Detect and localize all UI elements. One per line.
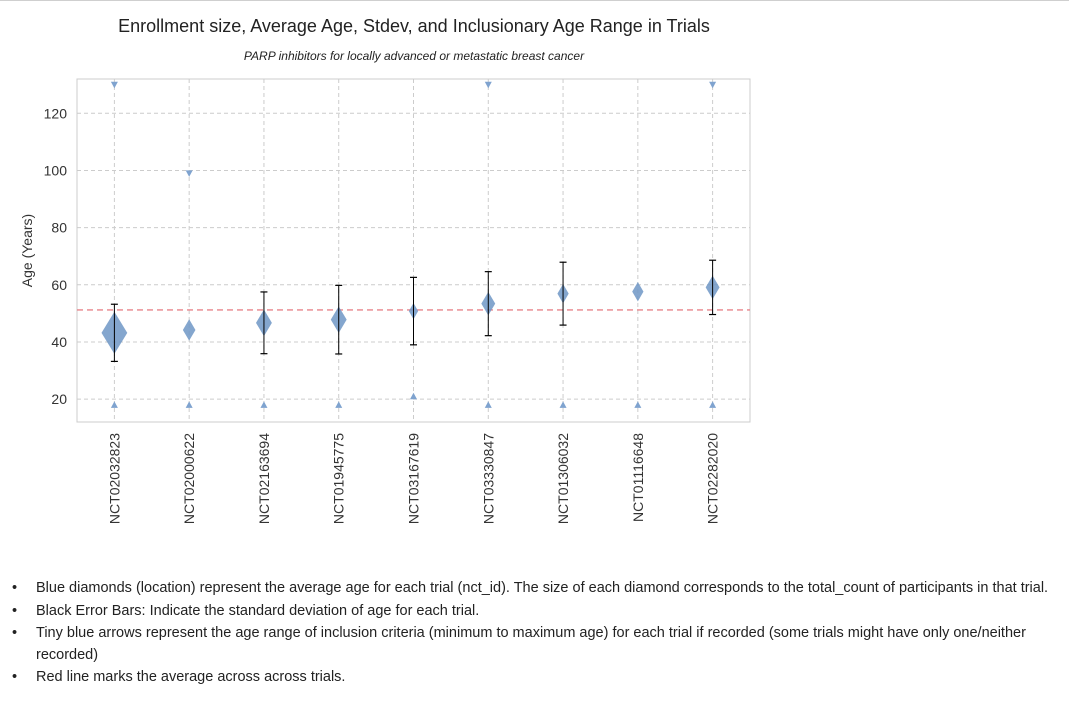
y-tick-label: 60 (51, 277, 67, 293)
x-tick-label: NCT03167619 (406, 433, 422, 524)
y-tick-label: 80 (51, 220, 67, 236)
note-item: • Blue diamonds (location) represent the … (0, 578, 1069, 600)
bullet-glyph: • (12, 669, 18, 685)
y-tick-label: 20 (51, 391, 67, 407)
min-age-arrow (559, 401, 567, 408)
note-item: • Red line marks the average across acros… (0, 667, 1069, 689)
max-age-arrow (185, 170, 193, 177)
note-text: Red line marks the average across across… (36, 669, 346, 685)
min-age-arrow (335, 401, 343, 408)
bullet-glyph: • (12, 625, 18, 641)
note-text: Blue diamonds (location) represent the a… (36, 580, 1049, 596)
chart-plot: 20 40 60 80 100 120 Age (Years) NCT02032823 NCT0… (19, 78, 751, 524)
note-item: • Tiny blue arrows represent the age rang… (0, 623, 1069, 666)
bullet-glyph: • (12, 602, 18, 619)
min-age-arrow (634, 401, 642, 408)
stdev-errorbar (709, 259, 717, 316)
stdev-errorbar (260, 291, 268, 355)
x-tick-label: NCT02000622 (181, 433, 197, 524)
note-text: Tiny blue arrows represent the age range… (36, 625, 1026, 663)
chart-title: Enrollment size, Average Age, Stdev, and… (118, 16, 710, 36)
x-tick-label: NCT03330847 (480, 433, 496, 524)
x-tick-label: NCT01306032 (555, 433, 571, 524)
chart-subtitle: PARP inhibitors for locally advanced or … (243, 49, 585, 63)
max-age-arrow (484, 81, 492, 89)
min-age-arrow (709, 401, 717, 408)
x-tick-label: NCT01945775 (331, 433, 347, 524)
notes-list: • Blue diamonds (location) represent the … (0, 578, 1069, 690)
y-axis-label: Age (Years) (19, 214, 35, 287)
stdev-errorbar (410, 276, 417, 346)
plot-frame (76, 78, 751, 423)
x-tick-label: NCT02163694 (256, 433, 272, 524)
stdev-errorbar (335, 284, 343, 355)
mean-age-diamond (632, 282, 644, 302)
y-tick-label: 120 (44, 105, 68, 121)
x-tick-label: NCT02032823 (106, 433, 122, 524)
x-tick-label: NCT02282020 (705, 433, 721, 524)
min-age-arrow (110, 401, 118, 408)
min-age-arrow (185, 401, 193, 408)
note-text: Black Error Bars: Indicate the standard … (36, 602, 480, 619)
bullet-glyph: • (12, 580, 18, 596)
y-tick-label: 100 (44, 162, 68, 178)
max-age-arrow (110, 81, 118, 89)
top-divider (0, 0, 1069, 1)
stdev-errorbar (110, 303, 118, 363)
stdev-errorbar (559, 261, 567, 326)
max-age-arrow (709, 81, 717, 89)
mean-age-diamond (182, 319, 196, 341)
min-age-arrow (410, 392, 417, 400)
note-item: • Black Error Bars: Indicate the standard… (0, 601, 1069, 623)
y-tick-label: 40 (51, 334, 67, 350)
stdev-errorbar (484, 271, 492, 337)
chart: Enrollment size, Average Age, Stdev, and… (19, 16, 751, 524)
min-age-arrow (260, 401, 268, 408)
x-tick-label: NCT01116648 (630, 433, 646, 522)
min-age-arrow (484, 401, 492, 408)
